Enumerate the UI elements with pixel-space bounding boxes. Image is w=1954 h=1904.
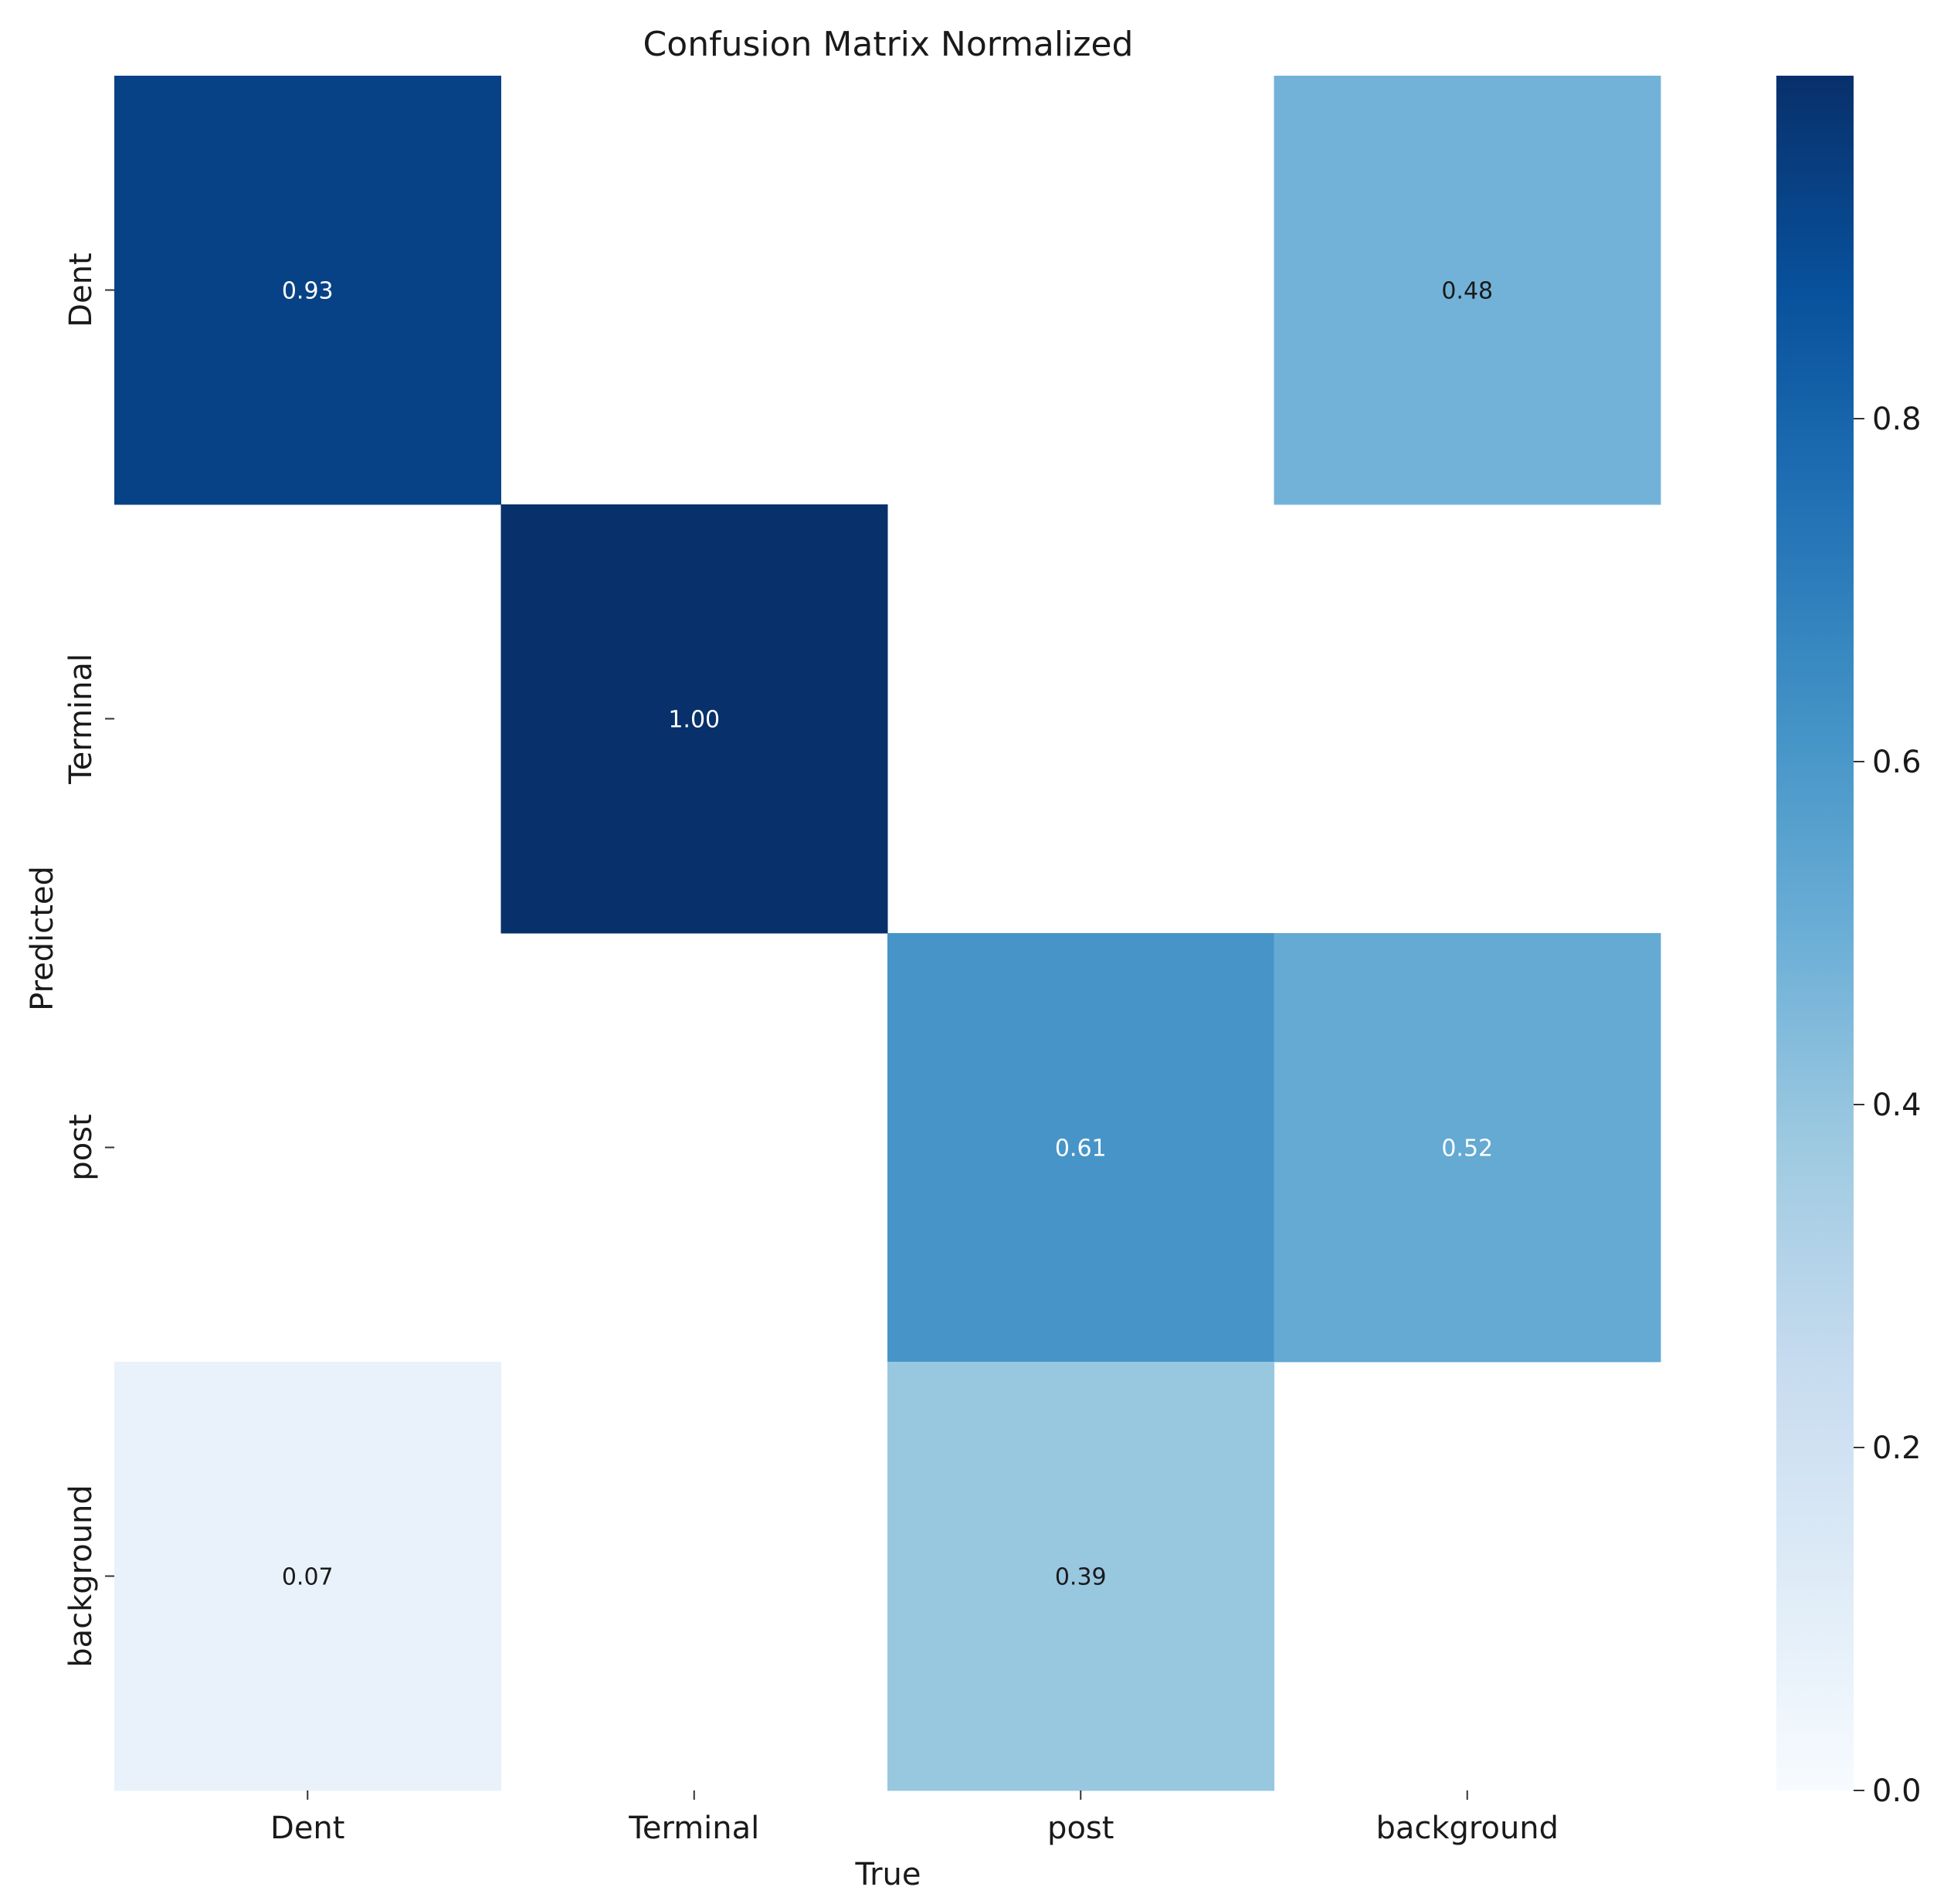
x-tick-label: Terminal [628,1811,759,1846]
y-tick-label: background [63,1485,99,1668]
heatmap-cell [1274,933,1661,1363]
heatmap-cell [887,933,1274,1363]
y-axis-ticks: Dent Terminal post background [63,253,114,1668]
y-axis-label: Predicted [25,866,60,1011]
y-tick-label: Dent [63,253,99,327]
heatmap-cell [500,504,888,934]
colorbar [1776,76,1854,1790]
heatmap-cell-labels: 0.93 0.48 1.00 0.61 0.52 0.07 0.39 [282,278,1493,1591]
heatmap-cells [114,76,1661,1791]
cell-value-label: 0.52 [1441,1135,1493,1162]
cell-value-label: 1.00 [668,707,720,734]
heatmap-cell [887,1362,1274,1791]
cell-value-label: 0.61 [1055,1135,1107,1162]
colorbar-tick-label: 0.4 [1872,1088,1922,1123]
x-tick-label: Dent [270,1811,344,1846]
colorbar-tick-label: 0.8 [1872,402,1922,437]
x-tick-label: background [1376,1811,1559,1846]
heatmap-cell [114,1362,501,1791]
cell-value-label: 0.07 [282,1564,334,1591]
colorbar-tick-label: 0.2 [1872,1431,1922,1466]
cell-value-label: 0.48 [1441,278,1493,305]
y-tick-label: post [63,1114,99,1180]
colorbar-ticks: 0.0 0.2 0.4 0.6 0.8 [1854,402,1922,1809]
x-tick-label: post [1047,1811,1114,1846]
x-axis-ticks: Dent Terminal post background [270,1790,1559,1846]
y-tick-label: Terminal [63,653,99,785]
cell-value-label: 0.39 [1055,1564,1107,1591]
colorbar-tick-label: 0.6 [1872,745,1922,780]
cell-value-label: 0.93 [282,278,334,305]
chart-title: Confusion Matrix Normalized [643,25,1134,64]
heatmap-cell [114,76,501,505]
heatmap-cell [1274,76,1661,505]
colorbar-tick-label: 0.0 [1872,1773,1922,1809]
x-axis-label: True [855,1857,921,1892]
